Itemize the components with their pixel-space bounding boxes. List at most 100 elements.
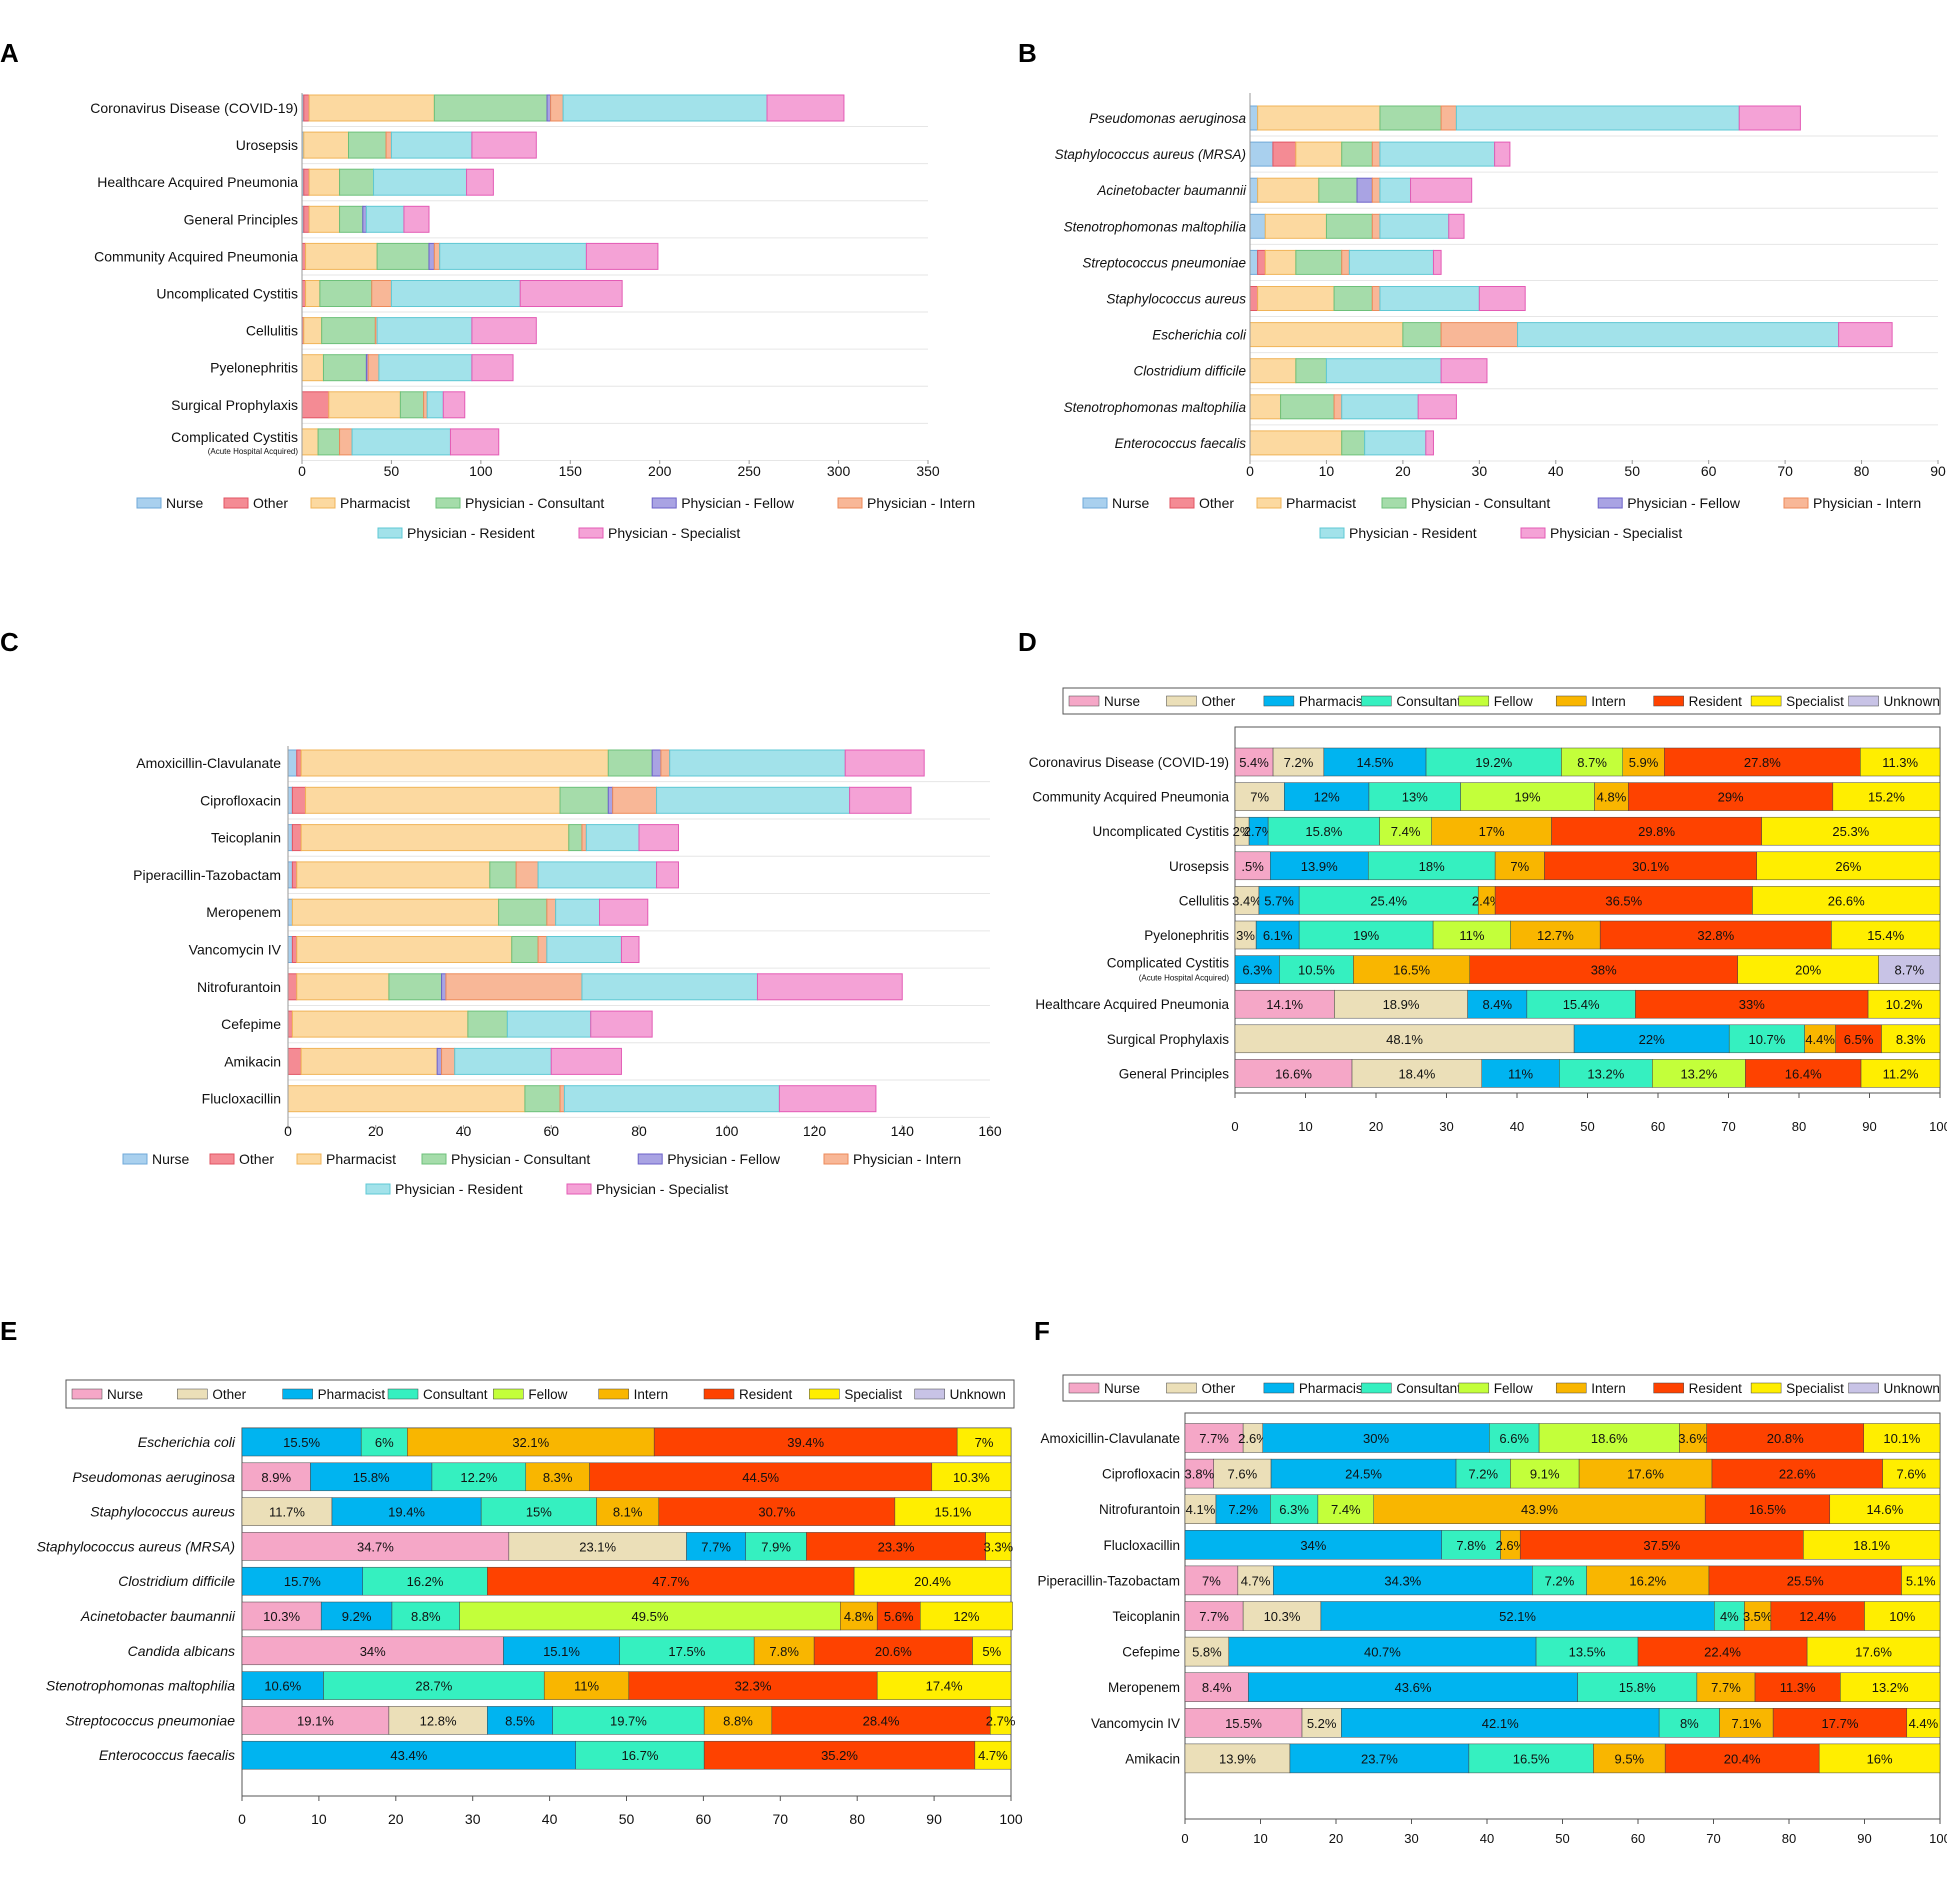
legend-swatch-physician-consultant <box>421 1153 447 1165</box>
bar-physician-specialist-escherichia-coli <box>1838 322 1893 348</box>
legend-swatch-physician-fellow <box>637 1153 663 1165</box>
data-label: 8.5% <box>505 1713 535 1728</box>
category-label: Piperacillin-Tazobactam <box>1037 1573 1180 1588</box>
legend-swatch-physician-fellow <box>651 497 677 509</box>
data-label: 7.7% <box>1199 1431 1229 1446</box>
data-label: 7.2% <box>1228 1502 1258 1517</box>
data-label: 7% <box>1202 1573 1221 1588</box>
category-label: Coronavirus Disease (COVID-19) <box>1029 755 1229 770</box>
category-label: Acinetobacter baumannii <box>1096 183 1247 198</box>
bar-other-teicoplanin <box>291 824 302 852</box>
x-tick-label: 140 <box>891 1123 915 1139</box>
data-label: 17% <box>1479 824 1505 839</box>
category-label: Healthcare Acquired Pneumonia <box>1035 997 1229 1012</box>
bar-intern-acinetobacter-baumannii <box>840 1601 878 1631</box>
legend-label-consultant: Consultant <box>1396 694 1461 709</box>
data-label: 5% <box>982 1644 1001 1659</box>
bar-physician-intern-streptococcus-pneumoniae <box>1341 249 1350 275</box>
data-label: 19.1% <box>297 1713 334 1728</box>
data-label: 25.3% <box>1832 824 1869 839</box>
legend-label-intern: Intern <box>1591 1381 1626 1396</box>
bar-physician-specialist-streptococcus-pneumoniae <box>1432 249 1442 275</box>
bar-fellow-community-acquired-pneumonia <box>1460 782 1595 811</box>
x-tick-label: 100 <box>469 463 493 479</box>
data-label: 16.5% <box>1513 1751 1550 1766</box>
bar-physician-resident-ciprofloxacin <box>656 786 851 814</box>
data-label: 38% <box>1591 963 1617 978</box>
bar-other-cefepime <box>287 1010 293 1038</box>
x-tick-label: 80 <box>1782 1831 1796 1846</box>
x-tick-label: 200 <box>648 463 672 479</box>
bar-physician-consultant-healthcare-acquired-pneumonia <box>339 168 375 196</box>
data-label: 16.7% <box>622 1748 659 1763</box>
legend-swatch-pharmacist <box>1256 497 1282 509</box>
bar-resident-meropenem <box>1754 1672 1841 1702</box>
bar-nurse-urosepsis <box>1234 851 1271 881</box>
bar-intern-pseudomonas-aeruginosa <box>525 1462 590 1492</box>
legend-swatch-fellow <box>1458 695 1490 707</box>
legend-swatch-other <box>223 497 249 509</box>
data-label: 20.4% <box>914 1574 951 1589</box>
data-label: 7.9% <box>761 1539 791 1554</box>
data-label: 7.2% <box>1284 755 1314 770</box>
legend-label-physician-intern: Physician - Intern <box>867 495 975 511</box>
bar-physician-resident-amoxicillin-clavulanate <box>669 749 846 777</box>
data-label: 8.8% <box>411 1609 441 1624</box>
bar-physician-specialist-amikacin <box>550 1047 622 1075</box>
legend-swatch-intern <box>598 1388 629 1400</box>
category-label: Clostridium difficile <box>118 1573 235 1589</box>
bar-physician-specialist-pseudomonas-aeruginosa <box>1738 105 1801 131</box>
data-label: 15.7% <box>284 1574 321 1589</box>
category-label: Nitrofurantoin <box>197 979 281 995</box>
category-label: Streptococcus pneumoniae <box>65 1712 235 1728</box>
bar-resident-candida-albicans <box>813 1636 973 1666</box>
bar-physician-consultant-enterococcus-faecalis <box>1341 430 1366 456</box>
bar-other-staphylococcus-aureus-mrsa <box>1272 141 1297 167</box>
bar-pharmacist-clostridium-difficile <box>1249 358 1297 384</box>
bar-resident-general-principles <box>1745 1059 1862 1088</box>
bar-resident-uncomplicated-cystitis <box>1551 816 1762 846</box>
bar-nurse-acinetobacter-baumannii <box>241 1601 322 1631</box>
bar-physician-consultant-complicated-cystitis <box>317 428 341 456</box>
data-label: 13.2% <box>1680 1066 1717 1081</box>
bar-physician-consultant-cellulitis <box>321 317 376 345</box>
data-label: 19% <box>1353 928 1379 943</box>
data-label: 14.5% <box>1357 755 1394 770</box>
legend-label-resident: Resident <box>1689 694 1743 709</box>
data-label: 7% <box>975 1435 994 1450</box>
data-label: 15.1% <box>543 1644 580 1659</box>
bar-nurse-meropenem <box>287 898 293 926</box>
data-label: 30% <box>1363 1431 1389 1446</box>
bar-other-amikacin <box>1184 1743 1291 1774</box>
x-tick-label: 60 <box>1701 463 1717 479</box>
data-label: 32.3% <box>735 1679 772 1694</box>
data-label: 7.2% <box>1545 1573 1575 1588</box>
data-label: 10.3% <box>263 1609 300 1624</box>
bar-pharmacist-complicated-cystitis <box>301 428 319 456</box>
bar-consultant-vancomycin-iv <box>1658 1708 1720 1738</box>
bar-physician-intern-surgical-prophylaxis <box>423 391 428 419</box>
bar-physician-resident-streptococcus-pneumoniae <box>1348 249 1434 275</box>
data-label: 11.2% <box>1883 1066 1919 1081</box>
legend-label-fellow: Fellow <box>528 1387 567 1402</box>
bar-consultant-healthcare-acquired-pneumonia <box>1526 989 1636 1019</box>
bar-other-healthcare-acquired-pneumonia <box>1334 989 1468 1019</box>
data-label: 6.1% <box>1263 928 1293 943</box>
bar-nurse-candida-albicans <box>241 1636 504 1666</box>
bar-physician-resident-uncomplicated-cystitis <box>390 280 521 307</box>
x-tick-label: 60 <box>1631 1831 1645 1846</box>
bar-physician-fellow-nitrofurantoin <box>441 973 447 1001</box>
panel-letter-f: F <box>1034 1316 1050 1346</box>
legend-swatch-specialist <box>1750 695 1782 707</box>
category-label: Escherichia coli <box>138 1434 236 1450</box>
data-label: 14.1% <box>1266 997 1303 1012</box>
data-label: 16.5% <box>1749 1502 1786 1517</box>
bar-physician-intern-stenotrophomonas-maltophilia <box>1371 213 1381 239</box>
bar-intern-ciprofloxacin <box>1578 1458 1713 1489</box>
category-label: Flucloxacillin <box>202 1091 281 1107</box>
bar-consultant-streptococcus-pneumoniae <box>552 1706 705 1735</box>
x-tick-label: 250 <box>737 463 761 479</box>
legend-swatch-physician-specialist <box>1520 527 1546 539</box>
bar-pharmacist-pyelonephritis <box>301 354 324 382</box>
bar-physician-consultant-pseudomonas-aeruginosa <box>1379 105 1442 131</box>
